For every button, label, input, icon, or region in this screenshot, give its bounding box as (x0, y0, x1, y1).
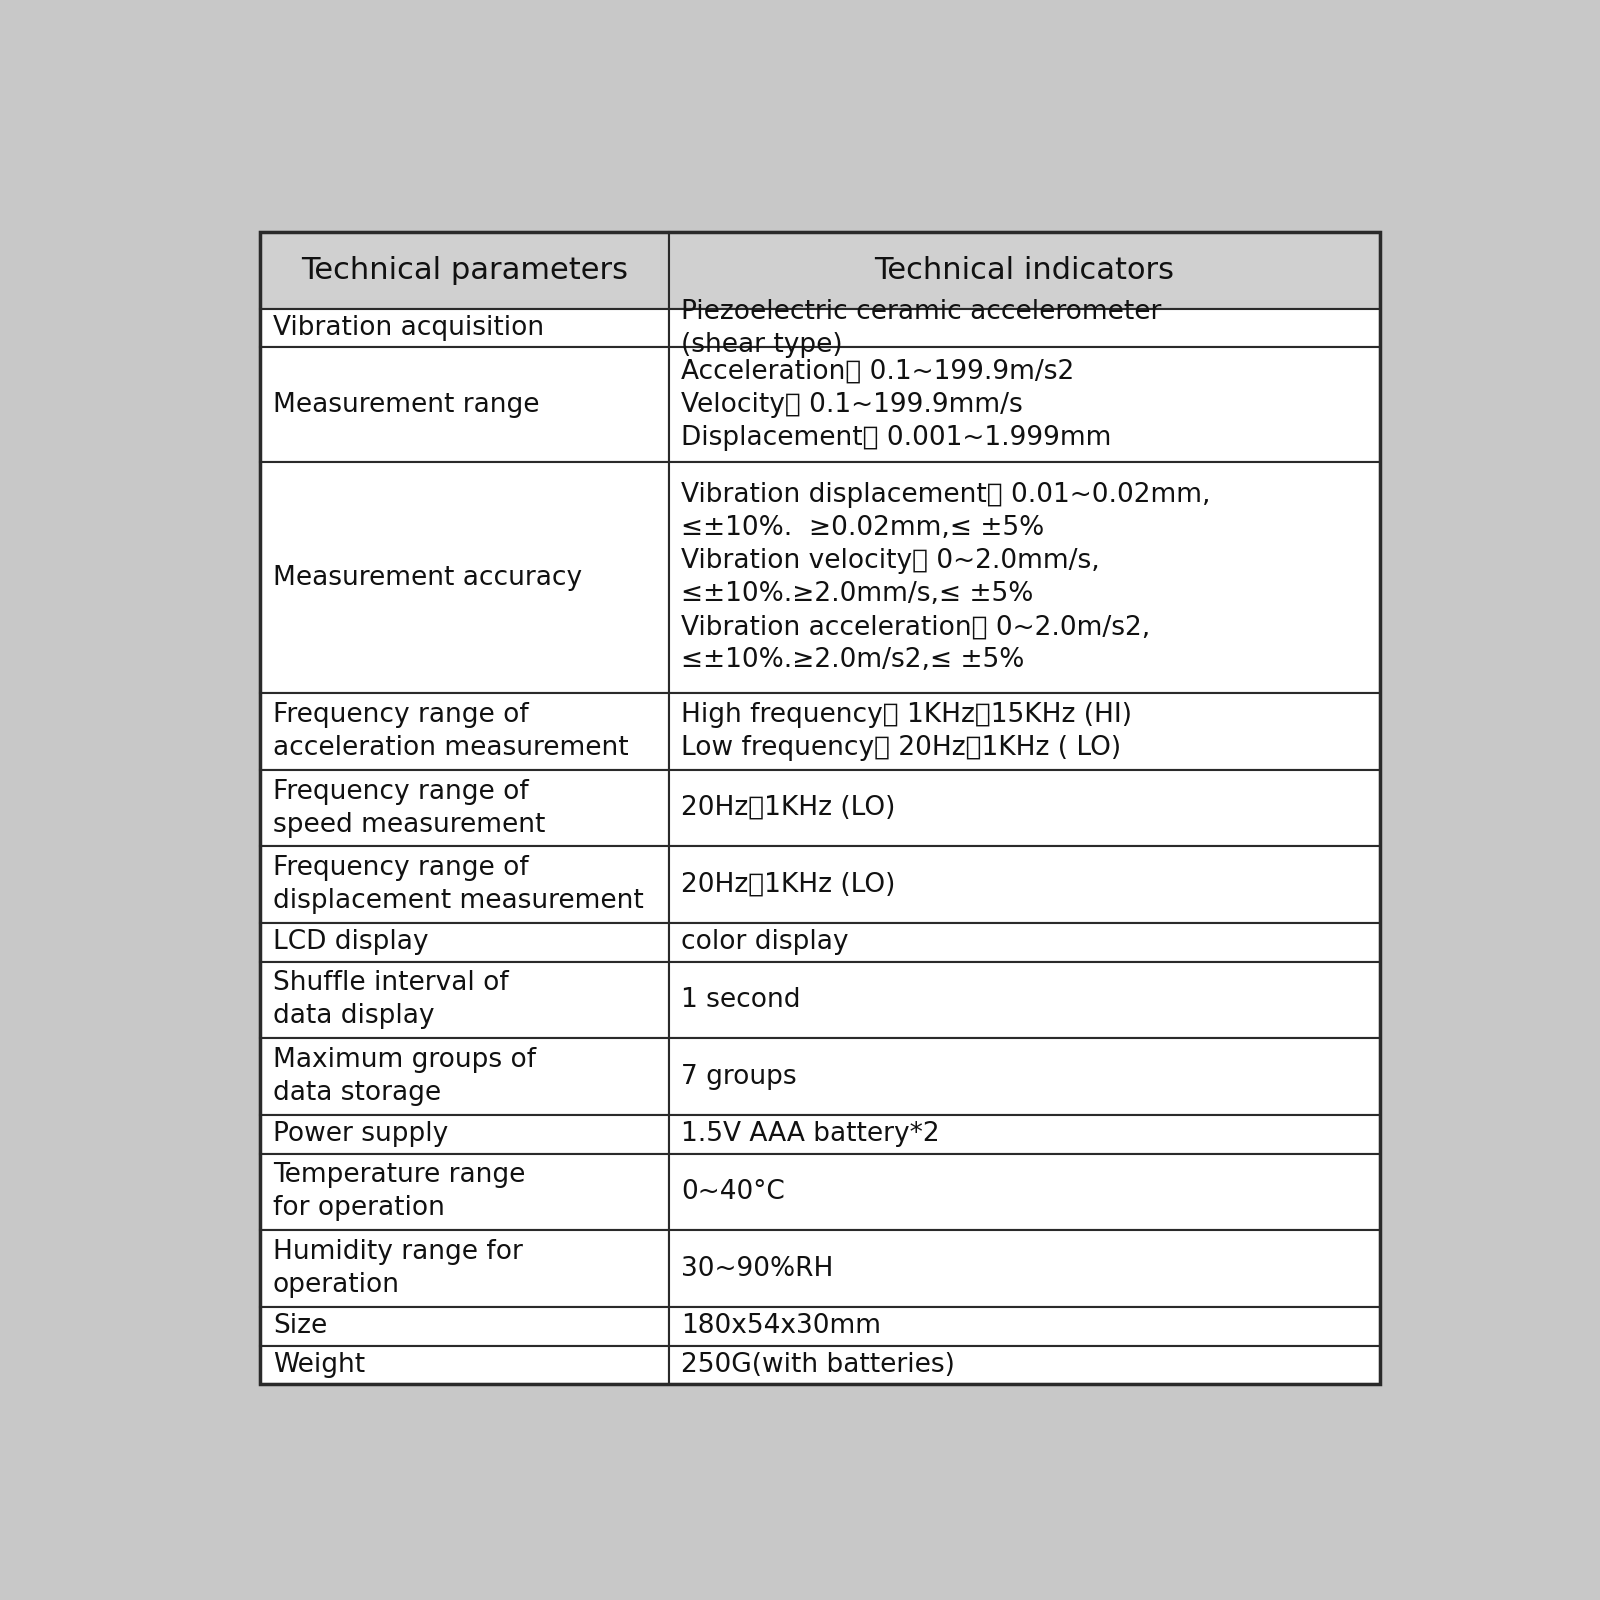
Bar (261, 1346, 669, 1384)
Text: 7 groups: 7 groups (682, 1064, 797, 1090)
Bar (669, 1307, 1379, 1346)
Bar (669, 770, 1379, 846)
Bar (669, 309, 1379, 347)
Text: color display: color display (682, 930, 850, 955)
Bar (669, 1230, 1379, 1307)
Text: 20Hz～1KHz (LO): 20Hz～1KHz (LO) (682, 872, 896, 898)
Bar (669, 1038, 1379, 1115)
Bar (261, 1230, 669, 1307)
Text: Frequency range of
acceleration measurement: Frequency range of acceleration measurem… (274, 702, 629, 760)
Text: Weight: Weight (274, 1352, 365, 1378)
Bar (261, 1154, 669, 1230)
Bar (669, 1115, 1379, 1154)
Bar (261, 1307, 669, 1346)
Bar (669, 693, 1379, 770)
Bar (669, 923, 1379, 962)
Text: Acceleration： 0.1~199.9m/s2
Velocity： 0.1~199.9mm/s
Displacement： 0.001~1.999mm: Acceleration： 0.1~199.9m/s2 Velocity： 0.… (682, 358, 1112, 451)
Bar (261, 693, 669, 770)
Text: 30~90%RH: 30~90%RH (682, 1256, 834, 1282)
Bar (669, 1346, 1379, 1384)
Text: 1 second: 1 second (682, 987, 802, 1013)
Bar (261, 462, 669, 693)
Text: High frequency： 1KHz～15KHz (HI)
Low frequency： 20Hz～1KHz ( LO): High frequency： 1KHz～15KHz (HI) Low freq… (682, 702, 1133, 760)
Text: Piezoelectric ceramic accelerometer
(shear type): Piezoelectric ceramic accelerometer (she… (682, 299, 1162, 357)
Text: Technical parameters: Technical parameters (301, 256, 629, 285)
Text: Power supply: Power supply (274, 1122, 448, 1147)
Bar (261, 923, 669, 962)
Text: 180x54x30mm: 180x54x30mm (682, 1314, 882, 1339)
Text: Measurement accuracy: Measurement accuracy (274, 565, 582, 590)
Bar (669, 1154, 1379, 1230)
Text: Vibration acquisition: Vibration acquisition (274, 315, 544, 341)
Text: 20Hz～1KHz (LO): 20Hz～1KHz (LO) (682, 795, 896, 821)
Text: Humidity range for
operation: Humidity range for operation (274, 1240, 523, 1298)
Bar (669, 846, 1379, 923)
Bar (669, 462, 1379, 693)
Text: Vibration displacement： 0.01~0.02mm,
≤±10%.  ≥0.02mm,≤ ±5%
Vibration velocity： 0: Vibration displacement： 0.01~0.02mm, ≤±1… (682, 482, 1211, 674)
Text: Frequency range of
speed measurement: Frequency range of speed measurement (274, 779, 546, 837)
Text: Measurement range: Measurement range (274, 392, 539, 418)
Bar (261, 1115, 669, 1154)
Bar (669, 962, 1379, 1038)
Bar (261, 1038, 669, 1115)
Text: 1.5V AAA battery*2: 1.5V AAA battery*2 (682, 1122, 939, 1147)
Bar (261, 770, 669, 846)
Bar (669, 232, 1379, 309)
Text: 0~40°C: 0~40°C (682, 1179, 786, 1205)
Text: Temperature range
for operation: Temperature range for operation (274, 1163, 525, 1221)
Bar (261, 846, 669, 923)
Bar (261, 309, 669, 347)
Text: 250G(with batteries): 250G(with batteries) (682, 1352, 955, 1378)
Text: Maximum groups of
data storage: Maximum groups of data storage (274, 1048, 536, 1106)
Bar (669, 347, 1379, 462)
Text: Shuffle interval of
data display: Shuffle interval of data display (274, 971, 509, 1029)
Text: Size: Size (274, 1314, 326, 1339)
Text: Technical indicators: Technical indicators (874, 256, 1174, 285)
Text: Frequency range of
displacement measurement: Frequency range of displacement measurem… (274, 856, 643, 914)
Bar (261, 962, 669, 1038)
Text: LCD display: LCD display (274, 930, 429, 955)
Bar (261, 232, 669, 309)
Bar (261, 347, 669, 462)
